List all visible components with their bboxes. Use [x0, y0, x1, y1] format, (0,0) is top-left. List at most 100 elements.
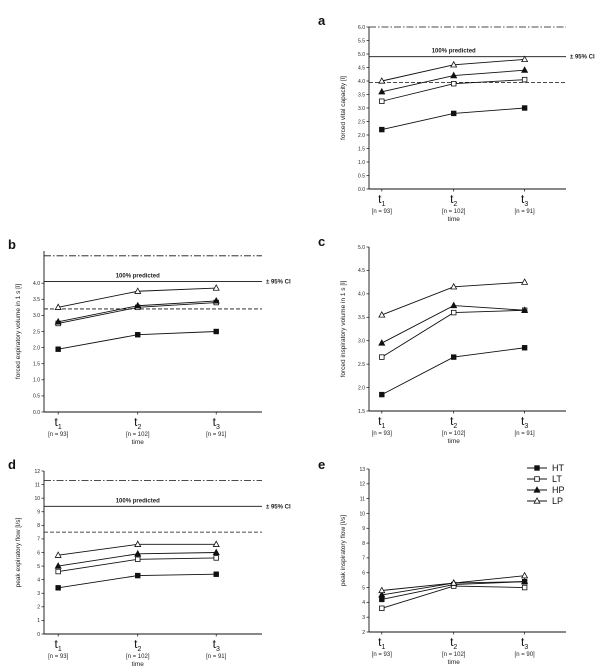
x-tick-n-label: [n = 102] [126, 654, 150, 660]
y-tick-label: 3 [37, 591, 40, 597]
ci-annotation: ± 95% CI [266, 504, 291, 510]
data-point [213, 571, 219, 577]
x-tick-label: t2 [450, 635, 457, 651]
x-tick-label: t3 [213, 637, 220, 653]
data-point [135, 572, 141, 579]
data-point [521, 571, 529, 579]
x-tick-n-label: [n = 93] [372, 209, 393, 215]
series-line [381, 309, 525, 358]
x-tick-n-label: [n = 102] [126, 432, 150, 438]
chart-panel-c: c 1.5 2.0 2.5 3.0 3.5 4.0 4.5 5.0 forced inspirat… [318, 234, 566, 445]
x-axis-label: time [132, 439, 145, 446]
y-tick-label: 13 [359, 467, 365, 473]
x-axis-label: time [132, 661, 145, 668]
x-tick-n-label: [n = 93] [48, 654, 69, 660]
y-tick-label: 7 [37, 537, 40, 543]
data-point [450, 282, 458, 290]
x-axis-label: time [448, 216, 461, 223]
data-point [379, 605, 385, 611]
y-tick-label: 0.0 [358, 187, 365, 193]
y-tick-label: 5.0 [358, 52, 365, 58]
y-tick-label: 1.0 [358, 160, 365, 166]
x-tick-label: t1 [378, 414, 385, 430]
x-tick-n-label: [n = 91] [206, 432, 227, 438]
data-point [212, 548, 220, 556]
data-point [378, 77, 386, 84]
predicted-annotation: 100% predicted [116, 274, 160, 280]
legend-label: LT [552, 474, 562, 484]
series-LP [378, 571, 529, 594]
x-tick-n-label: [n = 91] [515, 431, 536, 437]
legend-label: HT [552, 463, 564, 473]
y-tick-label: 2 [37, 605, 40, 611]
y-tick-label: 3.0 [33, 313, 40, 319]
data-point [134, 287, 142, 294]
data-point [135, 556, 141, 562]
legend-label: HP [552, 485, 565, 495]
y-tick-label: 6 [362, 571, 365, 577]
y-tick-label: 7 [362, 556, 365, 562]
data-point [135, 332, 141, 338]
legend-marker [533, 486, 541, 493]
y-tick-label: 2.0 [33, 345, 40, 351]
y-tick-label: 1.5 [358, 409, 365, 415]
data-point [379, 126, 385, 133]
y-tick-label: 3.0 [358, 339, 365, 345]
y-tick-label: 3.5 [33, 297, 40, 303]
y-tick-label: 2 [362, 630, 365, 636]
data-point [134, 540, 142, 547]
x-tick-label: t3 [521, 635, 528, 651]
data-point [378, 87, 386, 95]
y-tick-label: 4 [37, 577, 40, 583]
y-tick-label: 3.5 [358, 315, 365, 321]
x-tick-n-label: [n = 90] [515, 652, 536, 658]
y-tick-label: 1.0 [33, 378, 40, 384]
series-HT [55, 328, 219, 352]
y-tick-label: 2.5 [358, 119, 365, 125]
chart-panel-e: e 2 3 4 5 6 7 8 9 10 11 12 13 peak inspiratory flow [… [318, 457, 566, 666]
y-tick-label: 4.5 [358, 65, 365, 71]
x-tick-label: t2 [450, 192, 457, 208]
y-axis-label: forced expiratory volume in 1 s [l] [15, 284, 22, 380]
data-point [451, 110, 457, 117]
y-tick-label: 2.5 [33, 329, 40, 335]
x-tick-label: t3 [521, 414, 528, 430]
y-tick-label: 10 [359, 511, 365, 517]
y-tick-label: 2.5 [358, 362, 365, 368]
y-tick-label: 11 [35, 482, 40, 488]
data-point [378, 311, 386, 318]
series-LP [54, 540, 220, 558]
y-tick-label: 9 [362, 526, 365, 532]
x-tick-n-label: [n = 91] [515, 209, 536, 215]
x-tick-n-label: [n = 102] [442, 431, 466, 437]
data-point [378, 339, 386, 346]
data-point [521, 76, 528, 83]
y-tick-label: 12 [34, 469, 40, 475]
x-tick-n-label: [n = 102] [442, 652, 466, 658]
data-point [521, 345, 528, 351]
ci-annotation: ± 95% CI [570, 55, 595, 61]
data-point [451, 354, 457, 360]
y-tick-label: 3.0 [358, 106, 365, 112]
y-tick-label: 4.0 [33, 281, 40, 287]
data-point [521, 105, 528, 111]
y-tick-label: 1 [37, 618, 40, 624]
y-axis-label: forced vital capacity [l] [340, 76, 347, 140]
panel-letter: b [8, 237, 16, 252]
y-tick-label: 5.5 [358, 38, 365, 44]
data-point [54, 551, 62, 558]
series-LP [54, 284, 220, 310]
data-point [55, 346, 61, 352]
data-point [213, 328, 219, 335]
series-HP [378, 301, 529, 346]
y-tick-label: 5 [37, 564, 40, 570]
data-point [521, 278, 529, 285]
data-point [134, 549, 142, 557]
series-LP [378, 278, 529, 318]
data-point [450, 301, 458, 309]
y-tick-label: 12 [359, 482, 365, 488]
y-tick-label: 0.0 [33, 410, 40, 416]
data-point [450, 60, 458, 68]
